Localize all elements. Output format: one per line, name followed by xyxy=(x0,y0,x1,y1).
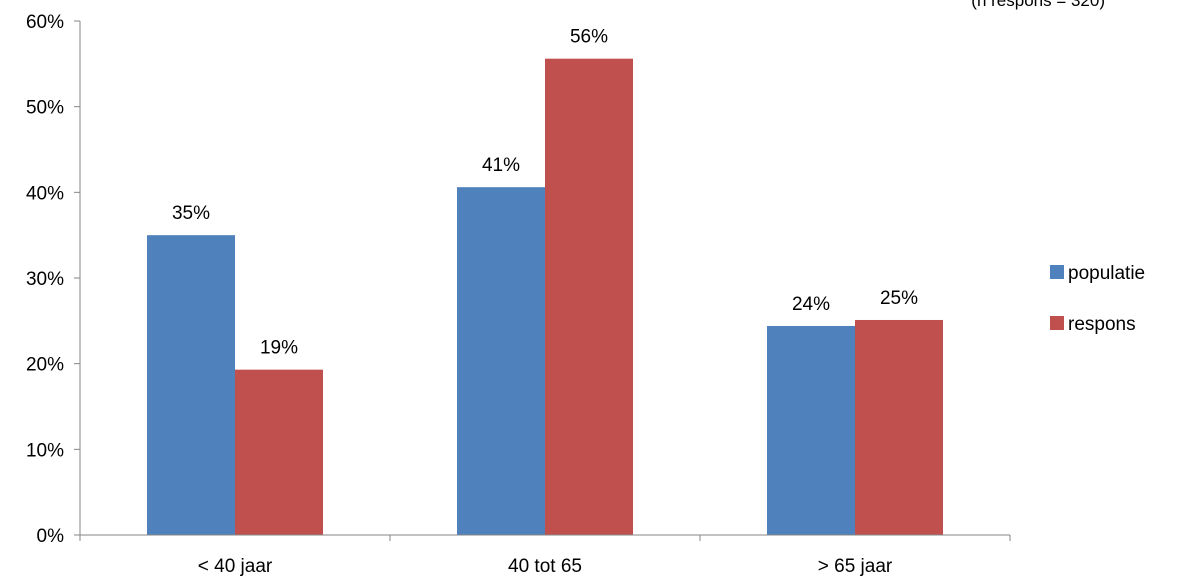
legend-label-populatie: populatie xyxy=(1068,263,1145,284)
data-label: 35% xyxy=(172,203,210,224)
bar-respons xyxy=(545,58,633,536)
x-category-label: 40 tot 65 xyxy=(508,556,582,577)
data-label: 56% xyxy=(570,27,608,48)
bar-populatie xyxy=(147,235,235,535)
y-axis: 0% 10% 20% 30% 40% 50% 60% xyxy=(26,12,81,547)
y-tick-label: 10% xyxy=(26,440,64,461)
y-tick-label: 40% xyxy=(26,183,64,204)
data-label: 25% xyxy=(880,288,918,309)
x-category-label: > 65 jaar xyxy=(818,556,893,577)
data-label: 41% xyxy=(482,155,520,176)
legend: populatie respons xyxy=(1050,263,1145,335)
x-category-label: < 40 jaar xyxy=(198,556,273,577)
data-label: 19% xyxy=(260,338,298,359)
legend-swatch-respons xyxy=(1050,316,1064,330)
bar-populatie xyxy=(767,325,855,535)
legend-swatch-populatie xyxy=(1050,265,1064,279)
y-tick-label: 0% xyxy=(37,526,65,547)
response-count-note: (n respons = 320) xyxy=(971,0,1105,10)
x-axis: < 40 jaar 40 tot 65 > 65 jaar xyxy=(79,534,1011,577)
bar-populatie xyxy=(457,187,545,535)
y-tick-label: 60% xyxy=(26,12,64,33)
y-tick-label: 20% xyxy=(26,355,64,376)
bar-respons xyxy=(235,369,323,535)
bars-group: 35% 19% 41% 56% 24% 25% xyxy=(147,27,943,536)
bar-respons xyxy=(855,319,943,535)
legend-label-respons: respons xyxy=(1068,314,1136,335)
y-tick-label: 30% xyxy=(26,269,64,290)
data-label: 24% xyxy=(792,294,830,315)
y-tick-label: 50% xyxy=(26,98,64,119)
